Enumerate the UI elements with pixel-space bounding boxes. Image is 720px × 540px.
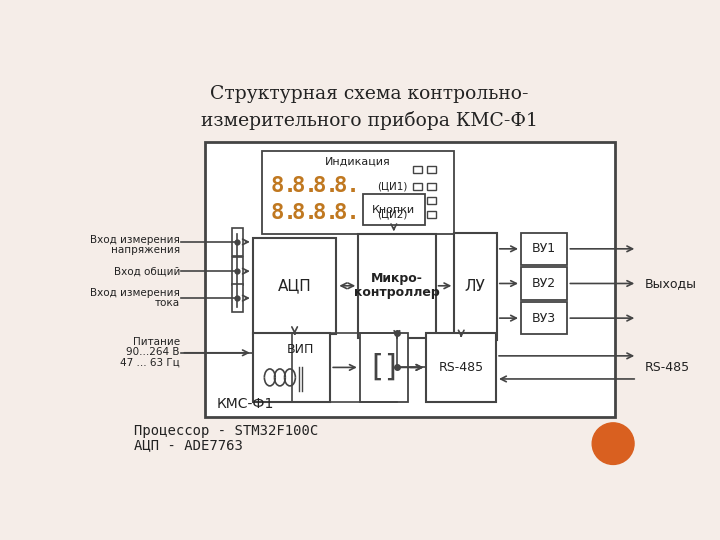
Bar [521, 267, 567, 300]
Bar [262, 151, 454, 234]
Bar [427, 184, 436, 190]
Text: АЦП - ADE7763: АЦП - ADE7763 [134, 438, 243, 452]
Text: 8.: 8. [333, 202, 360, 222]
Bar [413, 184, 422, 190]
Bar [232, 257, 243, 285]
Bar [363, 194, 425, 225]
Text: ВУ3: ВУ3 [532, 312, 557, 325]
Text: Процессор - STM32F100C: Процессор - STM32F100C [134, 424, 318, 438]
Text: Питание: Питание [132, 337, 180, 347]
Bar [427, 197, 436, 204]
Text: 90...264 В: 90...264 В [127, 347, 180, 357]
Text: Выходы: Выходы [645, 277, 697, 290]
Text: 8.: 8. [271, 177, 297, 197]
Bar [360, 333, 408, 402]
Text: (ЦИ1): (ЦИ1) [377, 181, 407, 192]
Text: 8.: 8. [312, 177, 339, 197]
Text: Вход измерения: Вход измерения [90, 288, 180, 298]
Text: Структурная схема контрольно-: Структурная схема контрольно- [210, 85, 528, 103]
Text: Вход измерения: Вход измерения [90, 235, 180, 245]
Text: 47 ... 63 Гц: 47 ... 63 Гц [120, 357, 180, 367]
Text: напряжения: напряжения [111, 245, 180, 255]
Text: ВУ2: ВУ2 [532, 277, 557, 290]
Text: КМС-Ф1: КМС-Ф1 [216, 396, 274, 410]
Bar [413, 166, 422, 173]
Bar [232, 228, 243, 256]
Bar [427, 211, 436, 218]
Bar [232, 284, 243, 312]
Bar [413, 197, 422, 204]
Text: Кнопки: Кнопки [372, 205, 415, 214]
Bar [253, 333, 330, 402]
Text: Индикация: Индикация [325, 157, 391, 167]
Text: ВУ1: ВУ1 [532, 242, 557, 255]
Bar [427, 166, 436, 173]
Text: 8.: 8. [292, 177, 318, 197]
Bar [521, 233, 567, 265]
Text: ]: ] [384, 353, 396, 382]
Bar [413, 211, 422, 218]
Bar [426, 333, 496, 402]
Circle shape [593, 423, 634, 464]
Text: (ЦИ2): (ЦИ2) [377, 209, 407, 219]
Text: 8.: 8. [292, 202, 318, 222]
Text: ВИП: ВИП [287, 343, 315, 356]
Bar [521, 302, 567, 334]
Text: Микро-: Микро- [371, 272, 423, 285]
Text: ЛУ: ЛУ [465, 279, 485, 294]
Text: Вход общий: Вход общий [114, 266, 180, 276]
Text: [: [ [372, 353, 384, 382]
Text: 8.: 8. [333, 177, 360, 197]
Bar [204, 142, 616, 417]
Text: измерительного прибора КМС-Ф1: измерительного прибора КМС-Ф1 [201, 111, 537, 130]
Text: тока: тока [155, 298, 180, 308]
Bar [454, 233, 497, 340]
Text: 8.: 8. [312, 202, 339, 222]
Text: контроллер: контроллер [354, 286, 440, 299]
Text: 8.: 8. [271, 202, 297, 222]
Bar [358, 234, 436, 338]
Text: RS-485: RS-485 [645, 361, 690, 374]
Text: RS-485: RS-485 [438, 361, 484, 374]
Bar [253, 238, 336, 334]
Text: АЦП: АЦП [278, 278, 312, 293]
